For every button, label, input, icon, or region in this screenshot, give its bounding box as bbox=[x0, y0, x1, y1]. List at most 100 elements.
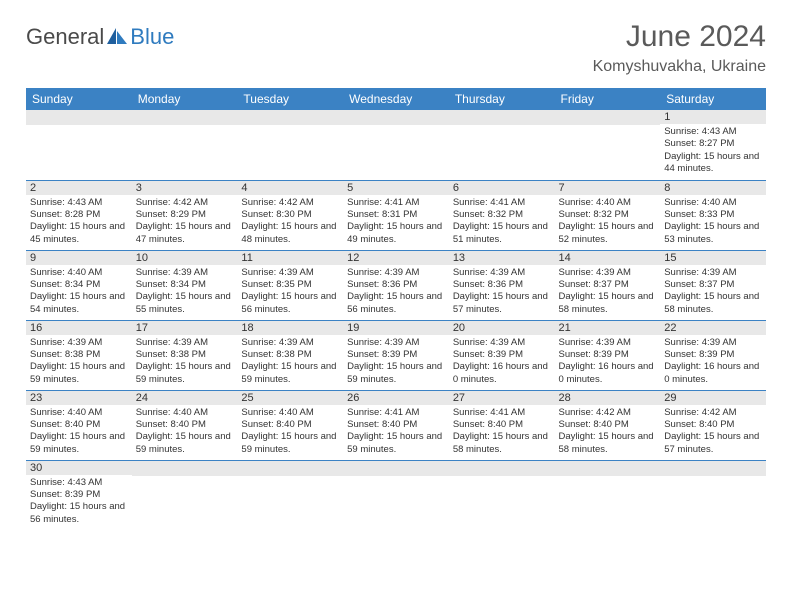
day-header: Saturday bbox=[660, 88, 766, 110]
day-details: Sunrise: 4:42 AMSunset: 8:40 PMDaylight:… bbox=[660, 405, 766, 458]
day-details: Sunrise: 4:41 AMSunset: 8:31 PMDaylight:… bbox=[343, 195, 449, 248]
day-number: 9 bbox=[26, 251, 132, 265]
daylight-line: Daylight: 16 hours and 0 minutes. bbox=[664, 361, 762, 386]
day-number: 4 bbox=[237, 181, 343, 195]
day-number: 2 bbox=[26, 181, 132, 195]
day-cell: 12Sunrise: 4:39 AMSunset: 8:36 PMDayligh… bbox=[343, 250, 449, 320]
day-cell bbox=[555, 460, 661, 530]
daylight-line: Daylight: 15 hours and 57 minutes. bbox=[664, 431, 762, 456]
sunrise-line: Sunrise: 4:39 AM bbox=[241, 337, 339, 349]
sunrise-line: Sunrise: 4:40 AM bbox=[559, 197, 657, 209]
day-number: 7 bbox=[555, 181, 661, 195]
day-cell bbox=[132, 110, 238, 180]
empty-day-num bbox=[343, 461, 449, 476]
daylight-line: Daylight: 16 hours and 0 minutes. bbox=[559, 361, 657, 386]
day-cell bbox=[237, 460, 343, 530]
day-number: 27 bbox=[449, 391, 555, 405]
day-number: 19 bbox=[343, 321, 449, 335]
day-number: 23 bbox=[26, 391, 132, 405]
day-number: 18 bbox=[237, 321, 343, 335]
day-cell bbox=[449, 460, 555, 530]
sunset-line: Sunset: 8:32 PM bbox=[453, 209, 551, 221]
sunset-line: Sunset: 8:33 PM bbox=[664, 209, 762, 221]
day-cell bbox=[660, 460, 766, 530]
logo: General Blue bbox=[26, 26, 174, 48]
sail-icon bbox=[106, 27, 128, 45]
day-cell: 15Sunrise: 4:39 AMSunset: 8:37 PMDayligh… bbox=[660, 250, 766, 320]
daylight-line: Daylight: 15 hours and 59 minutes. bbox=[136, 361, 234, 386]
day-details: Sunrise: 4:39 AMSunset: 8:37 PMDaylight:… bbox=[555, 265, 661, 318]
daylight-line: Daylight: 15 hours and 58 minutes. bbox=[559, 431, 657, 456]
sunset-line: Sunset: 8:39 PM bbox=[664, 349, 762, 361]
day-number: 28 bbox=[555, 391, 661, 405]
day-details: Sunrise: 4:39 AMSunset: 8:34 PMDaylight:… bbox=[132, 265, 238, 318]
calendar-page: General Blue June 2024 Komyshuvakha, Ukr… bbox=[0, 0, 792, 550]
daylight-line: Daylight: 16 hours and 0 minutes. bbox=[453, 361, 551, 386]
day-cell: 30Sunrise: 4:43 AMSunset: 8:39 PMDayligh… bbox=[26, 460, 132, 530]
sunset-line: Sunset: 8:39 PM bbox=[453, 349, 551, 361]
sunset-line: Sunset: 8:40 PM bbox=[664, 419, 762, 431]
day-details: Sunrise: 4:39 AMSunset: 8:38 PMDaylight:… bbox=[132, 335, 238, 388]
daylight-line: Daylight: 15 hours and 47 minutes. bbox=[136, 221, 234, 246]
day-details: Sunrise: 4:39 AMSunset: 8:36 PMDaylight:… bbox=[343, 265, 449, 318]
sunrise-line: Sunrise: 4:39 AM bbox=[347, 337, 445, 349]
daylight-line: Daylight: 15 hours and 57 minutes. bbox=[453, 291, 551, 316]
sunset-line: Sunset: 8:40 PM bbox=[453, 419, 551, 431]
day-cell: 29Sunrise: 4:42 AMSunset: 8:40 PMDayligh… bbox=[660, 390, 766, 460]
day-details: Sunrise: 4:42 AMSunset: 8:30 PMDaylight:… bbox=[237, 195, 343, 248]
sunrise-line: Sunrise: 4:41 AM bbox=[453, 407, 551, 419]
week-row: 23Sunrise: 4:40 AMSunset: 8:40 PMDayligh… bbox=[26, 390, 766, 460]
week-row: 30Sunrise: 4:43 AMSunset: 8:39 PMDayligh… bbox=[26, 460, 766, 530]
sunset-line: Sunset: 8:40 PM bbox=[241, 419, 339, 431]
day-cell bbox=[555, 110, 661, 180]
daylight-line: Daylight: 15 hours and 54 minutes. bbox=[30, 291, 128, 316]
sunrise-line: Sunrise: 4:40 AM bbox=[30, 267, 128, 279]
day-details: Sunrise: 4:40 AMSunset: 8:40 PMDaylight:… bbox=[26, 405, 132, 458]
location: Komyshuvakha, Ukraine bbox=[593, 58, 766, 76]
sunset-line: Sunset: 8:36 PM bbox=[347, 279, 445, 291]
sunrise-line: Sunrise: 4:39 AM bbox=[559, 267, 657, 279]
sunset-line: Sunset: 8:38 PM bbox=[30, 349, 128, 361]
sunrise-line: Sunrise: 4:39 AM bbox=[136, 337, 234, 349]
sunset-line: Sunset: 8:37 PM bbox=[664, 279, 762, 291]
daylight-line: Daylight: 15 hours and 49 minutes. bbox=[347, 221, 445, 246]
daylight-line: Daylight: 15 hours and 59 minutes. bbox=[241, 361, 339, 386]
sunrise-line: Sunrise: 4:43 AM bbox=[664, 126, 762, 138]
day-cell: 21Sunrise: 4:39 AMSunset: 8:39 PMDayligh… bbox=[555, 320, 661, 390]
sunrise-line: Sunrise: 4:42 AM bbox=[241, 197, 339, 209]
day-number: 25 bbox=[237, 391, 343, 405]
sunset-line: Sunset: 8:40 PM bbox=[30, 419, 128, 431]
day-number: 6 bbox=[449, 181, 555, 195]
day-number: 15 bbox=[660, 251, 766, 265]
empty-day-num bbox=[343, 110, 449, 125]
sunset-line: Sunset: 8:32 PM bbox=[559, 209, 657, 221]
sunrise-line: Sunrise: 4:43 AM bbox=[30, 197, 128, 209]
empty-day-num bbox=[132, 110, 238, 125]
daylight-line: Daylight: 15 hours and 59 minutes. bbox=[136, 431, 234, 456]
daylight-line: Daylight: 15 hours and 52 minutes. bbox=[559, 221, 657, 246]
sunset-line: Sunset: 8:35 PM bbox=[241, 279, 339, 291]
logo-text-general: General bbox=[26, 26, 104, 48]
daylight-line: Daylight: 15 hours and 59 minutes. bbox=[347, 431, 445, 456]
day-number: 8 bbox=[660, 181, 766, 195]
daylight-line: Daylight: 15 hours and 56 minutes. bbox=[30, 501, 128, 526]
day-cell: 27Sunrise: 4:41 AMSunset: 8:40 PMDayligh… bbox=[449, 390, 555, 460]
header: General Blue June 2024 Komyshuvakha, Ukr… bbox=[26, 20, 766, 76]
day-cell: 11Sunrise: 4:39 AMSunset: 8:35 PMDayligh… bbox=[237, 250, 343, 320]
sunrise-line: Sunrise: 4:40 AM bbox=[241, 407, 339, 419]
week-row: 2Sunrise: 4:43 AMSunset: 8:28 PMDaylight… bbox=[26, 180, 766, 250]
day-number: 5 bbox=[343, 181, 449, 195]
day-number: 13 bbox=[449, 251, 555, 265]
sunrise-line: Sunrise: 4:39 AM bbox=[347, 267, 445, 279]
day-number: 14 bbox=[555, 251, 661, 265]
day-number: 20 bbox=[449, 321, 555, 335]
day-cell bbox=[343, 110, 449, 180]
sunrise-line: Sunrise: 4:39 AM bbox=[664, 337, 762, 349]
daylight-line: Daylight: 15 hours and 58 minutes. bbox=[664, 291, 762, 316]
daylight-line: Daylight: 15 hours and 59 minutes. bbox=[241, 431, 339, 456]
day-details: Sunrise: 4:39 AMSunset: 8:39 PMDaylight:… bbox=[660, 335, 766, 388]
sunrise-line: Sunrise: 4:39 AM bbox=[453, 267, 551, 279]
day-header: Monday bbox=[132, 88, 238, 110]
day-details: Sunrise: 4:40 AMSunset: 8:40 PMDaylight:… bbox=[237, 405, 343, 458]
day-details: Sunrise: 4:39 AMSunset: 8:38 PMDaylight:… bbox=[26, 335, 132, 388]
